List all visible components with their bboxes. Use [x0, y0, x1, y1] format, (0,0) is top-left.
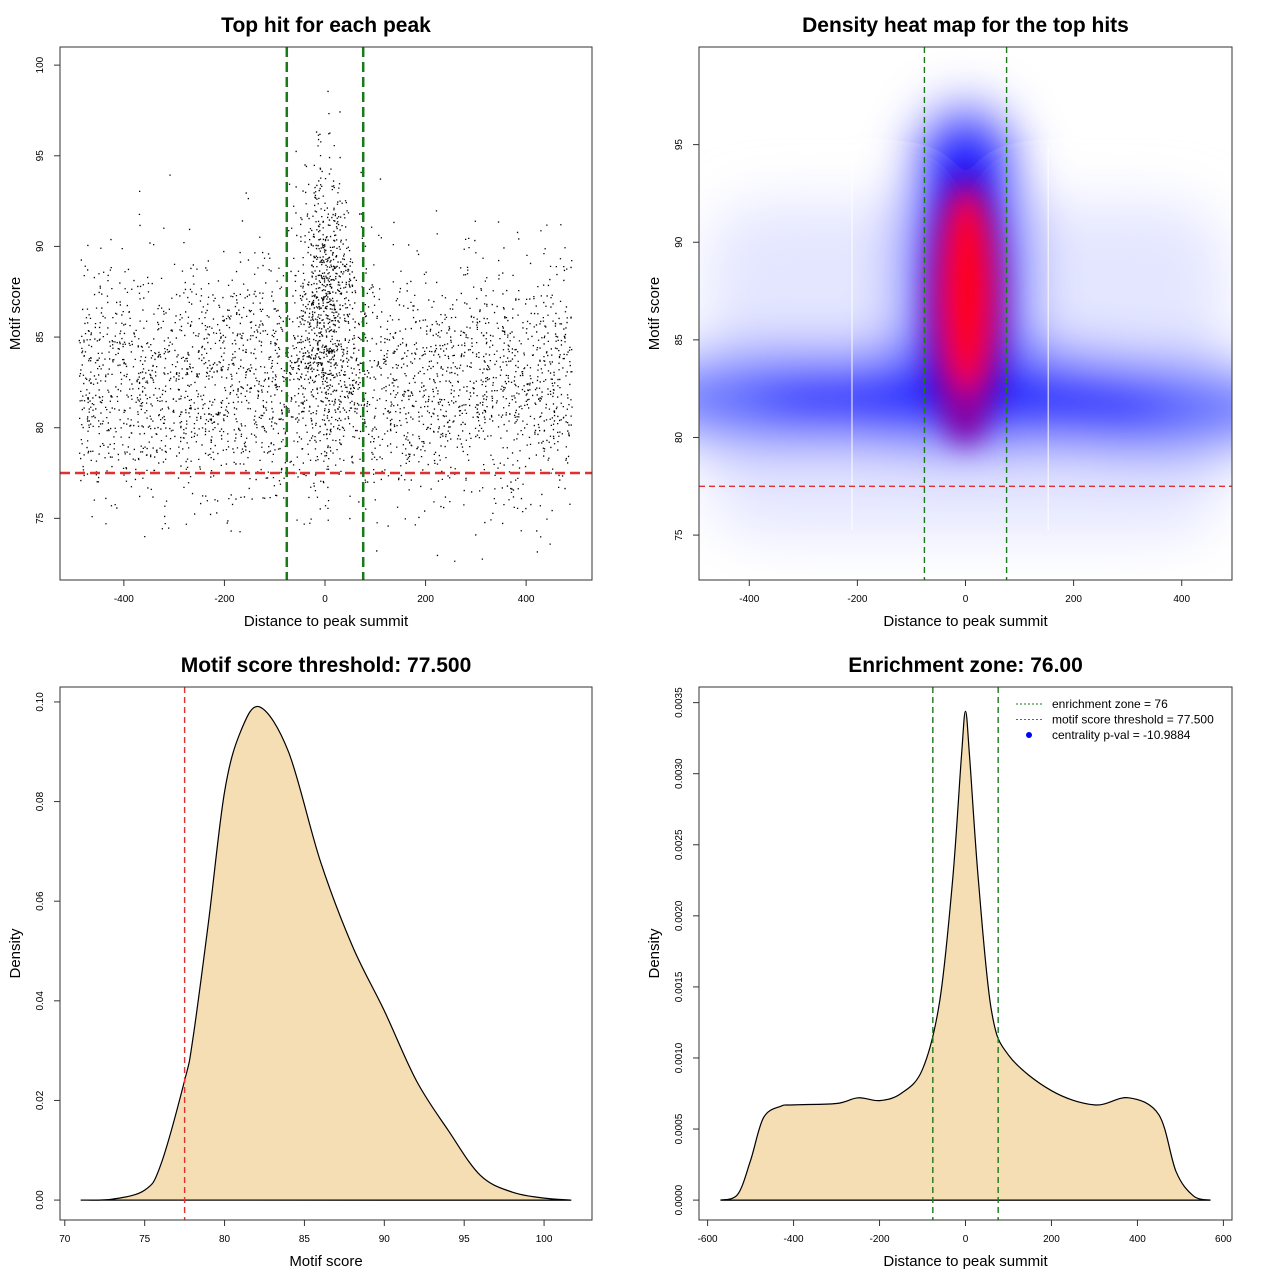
- plot-frame: [59, 686, 593, 1221]
- y-tick-label: 0.00: [35, 1190, 46, 1210]
- x-tick-label: -600: [698, 1234, 718, 1245]
- x-tick-label: 400: [1129, 1234, 1146, 1245]
- y-tick-label: 80: [35, 422, 46, 434]
- y-tick-label: 0.08: [35, 791, 46, 811]
- y-tick-label: 0.0005: [674, 1113, 685, 1144]
- y-tick-label: 75: [35, 512, 46, 524]
- density-curve: [80, 705, 572, 1201]
- x-tick-label: 0: [963, 594, 969, 605]
- y-tick-label: 0.0000: [674, 1184, 685, 1215]
- x-tick-label: 400: [1173, 594, 1190, 605]
- x-tick-label: -400: [114, 594, 134, 605]
- x-tick-label: 200: [417, 594, 434, 605]
- y-axis-label: Density: [646, 928, 663, 979]
- y-tick-label: 100: [35, 56, 46, 73]
- x-axis-label: Distance to peak summit: [244, 613, 409, 630]
- x-tick-label: 85: [299, 1234, 311, 1245]
- x-axis-label: Distance to peak summit: [883, 613, 1048, 630]
- scatter-points: [78, 90, 573, 562]
- y-tick-label: 80: [674, 431, 685, 443]
- y-tick-label: 90: [35, 240, 46, 252]
- y-tick-label: 0.0015: [674, 971, 685, 1002]
- chart-title: Enrichment zone: 76.00: [848, 654, 1083, 677]
- y-tick-label: 0.0020: [674, 900, 685, 931]
- y-tick-label: 0.06: [35, 891, 46, 911]
- x-tick-label: -400: [784, 1234, 804, 1245]
- scatter-point: [78, 90, 573, 562]
- y-tick-label: 0.0030: [674, 758, 685, 789]
- density-curve: [720, 710, 1211, 1201]
- legend: enrichment zone = 76 motif score threshol…: [1016, 697, 1214, 742]
- y-tick-label: 95: [35, 150, 46, 162]
- panel-1: -400 -200 0 200 400 75 80 85 90 95 100 Top hit for …: [7, 14, 593, 630]
- chart-title: Top hit for each peak: [221, 14, 431, 37]
- x-tick-label: -400: [739, 594, 759, 605]
- y-axis-label: Motif score: [646, 277, 663, 350]
- heatmap-cell: [941, 191, 994, 392]
- y-axis-label: Motif score: [7, 277, 24, 350]
- x-axis-label: Motif score: [289, 1253, 362, 1270]
- y-tick-label: 0.02: [35, 1090, 46, 1110]
- plot-frame: [59, 46, 593, 581]
- y-tick-label: 0.10: [35, 692, 46, 712]
- y-tick-label: 75: [674, 529, 685, 541]
- legend-label: motif score threshold = 77.500: [1052, 713, 1214, 727]
- x-tick-label: 200: [1043, 1234, 1060, 1245]
- chart-title: Density heat map for the top hits: [802, 14, 1129, 37]
- x-axis-label: Distance to peak summit: [883, 1253, 1048, 1270]
- heatmap: [699, 47, 1232, 580]
- y-axis-label: Density: [7, 928, 24, 979]
- y-tick-label: 85: [35, 331, 46, 343]
- x-tick-label: 0: [963, 1234, 969, 1245]
- panel-3: 70 75 80 85 90 95 100 0.00 0.02 0.04 0.06 0.08 0.10 M…: [7, 654, 593, 1270]
- y-tick-label: 90: [674, 236, 685, 248]
- y-tick-label: 95: [674, 139, 685, 151]
- legend-marker: [1026, 732, 1032, 738]
- y-tick-label: 0.0035: [674, 687, 685, 718]
- y-tick-label: 0.0010: [674, 1042, 685, 1073]
- panel-4: -600 -400 -200 0 200 400 600 0.0000 0.0005 0.0010…: [646, 654, 1233, 1270]
- x-tick-label: -200: [870, 1234, 890, 1245]
- x-tick-label: 90: [379, 1234, 391, 1245]
- x-tick-label: 75: [139, 1234, 151, 1245]
- x-tick-label: 0: [322, 594, 328, 605]
- legend-label: enrichment zone = 76: [1052, 697, 1168, 711]
- x-tick-label: 70: [59, 1234, 71, 1245]
- x-tick-label: 100: [536, 1234, 553, 1245]
- x-tick-label: 600: [1215, 1234, 1232, 1245]
- chart-title: Motif score threshold: 77.500: [181, 654, 472, 677]
- heatmap-density-high: [927, 175, 1004, 446]
- x-tick-label: 200: [1065, 594, 1082, 605]
- y-tick-label: 85: [674, 334, 685, 346]
- panel-2: -400 -200 0 200 400 75 80 85 90 95 Density heat ma…: [646, 14, 1233, 630]
- x-tick-label: 95: [459, 1234, 471, 1245]
- x-tick-label: 80: [219, 1234, 231, 1245]
- x-tick-label: -200: [214, 594, 234, 605]
- y-tick-label: 0.0025: [674, 829, 685, 860]
- y-tick-label: 0.04: [35, 991, 46, 1011]
- x-tick-label: -200: [847, 594, 867, 605]
- x-tick-label: 400: [518, 594, 535, 605]
- legend-label: centrality p-val = -10.9884: [1052, 728, 1191, 742]
